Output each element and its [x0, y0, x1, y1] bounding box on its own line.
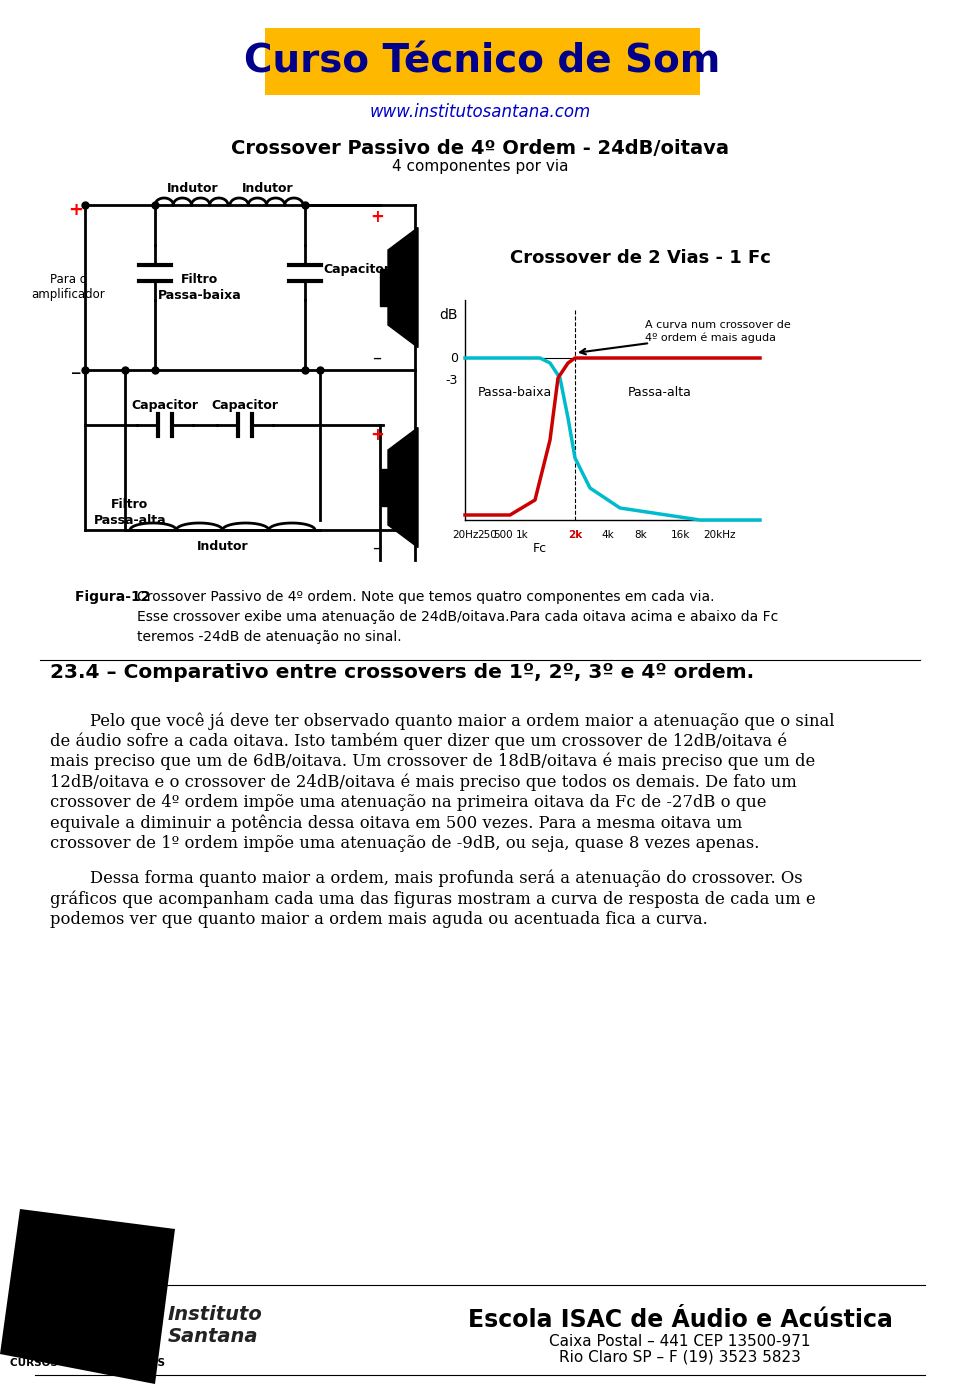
Text: Passa-baixa: Passa-baixa	[158, 289, 242, 302]
Text: Indutor: Indutor	[167, 183, 218, 195]
Text: amplificador: amplificador	[31, 288, 105, 300]
Text: podemos ver que quanto maior a ordem mais aguda ou acentuada fica a curva.: podemos ver que quanto maior a ordem mai…	[50, 911, 708, 927]
Text: 2k: 2k	[568, 530, 582, 540]
Text: 250: 250	[477, 530, 497, 540]
Text: Crossover Passivo de 4º Ordem - 24dB/oitava: Crossover Passivo de 4º Ordem - 24dB/oit…	[231, 138, 729, 158]
Text: +: +	[370, 426, 384, 444]
Text: –: –	[372, 538, 381, 556]
Text: mais preciso que um de 6dB/oitava. Um crossover de 18dB/oitava é mais preciso qu: mais preciso que um de 6dB/oitava. Um cr…	[50, 753, 815, 771]
Text: Indutor: Indutor	[242, 183, 294, 195]
Text: Crossover Passivo de 4º ordem. Note que temos quatro componentes em cada via.
Es: Crossover Passivo de 4º ordem. Note que …	[137, 590, 779, 644]
Text: 12dB/oitava e o crossover de 24dB/oitava é mais preciso que todos os demais. De : 12dB/oitava e o crossover de 24dB/oitava…	[50, 774, 797, 792]
Text: Para o: Para o	[50, 273, 86, 286]
Text: 4 componentes por via: 4 componentes por via	[392, 159, 568, 174]
Text: Crossover de 2 Vias - 1 Fc: Crossover de 2 Vias - 1 Fc	[510, 249, 771, 267]
Text: Figura-12: Figura-12	[75, 590, 156, 603]
Text: Passa-alta: Passa-alta	[628, 386, 692, 399]
Text: Passa-alta: Passa-alta	[94, 513, 166, 526]
Bar	[380, 268, 388, 306]
Text: www.institutosantana.com: www.institutosantana.com	[370, 102, 590, 120]
Text: Caixa Postal – 441 CEP 13500-971: Caixa Postal – 441 CEP 13500-971	[549, 1334, 811, 1348]
Text: 23.4 – Comparativo entre crossovers de 1º, 2º, 3º e 4º ordem.: 23.4 – Comparativo entre crossovers de 1…	[50, 663, 755, 681]
Text: s: s	[111, 1313, 149, 1376]
Text: Santana: Santana	[168, 1327, 258, 1347]
Text: 4º ordem é mais aguda: 4º ordem é mais aguda	[645, 332, 776, 343]
Text: Escola ISAC de Áudio e Acústica: Escola ISAC de Áudio e Acústica	[468, 1308, 893, 1331]
Text: dB: dB	[440, 309, 458, 322]
Text: Filtro: Filtro	[111, 498, 149, 512]
Polygon shape	[0, 1210, 175, 1384]
Text: Capacitor: Capacitor	[132, 399, 199, 411]
Text: Fc: Fc	[533, 541, 547, 555]
Text: Passa-baixa: Passa-baixa	[478, 386, 552, 399]
Text: 16k: 16k	[670, 530, 689, 540]
Text: Capacitor: Capacitor	[323, 263, 390, 277]
Text: 8k: 8k	[635, 530, 647, 540]
Ellipse shape	[76, 1300, 104, 1320]
Text: Pelo que você já deve ter observado quanto maior a ordem maior a atenuação que o: Pelo que você já deve ter observado quan…	[90, 711, 834, 729]
Text: 4k: 4k	[602, 530, 614, 540]
Text: +: +	[370, 208, 384, 226]
Text: Amostra: Amostra	[36, 39, 140, 137]
Text: de áudio sofre a cada oitava. Isto também quer dizer que um crossover de 12dB/oi: de áudio sofre a cada oitava. Isto també…	[50, 732, 787, 750]
Text: 20Hz: 20Hz	[452, 530, 478, 540]
Text: i: i	[78, 1312, 98, 1369]
Text: gráficos que acompanham cada uma das figuras mostram a curva de resposta de cada: gráficos que acompanham cada uma das fig…	[50, 890, 816, 908]
Polygon shape	[388, 428, 418, 548]
Text: Indutor: Indutor	[197, 540, 249, 552]
Text: Curso Técnico de Som: Curso Técnico de Som	[244, 43, 721, 80]
Text: crossover de 4º ordem impõe uma atenuação na primeira oitava da Fc de -27dB o qu: crossover de 4º ordem impõe uma atenuaçã…	[50, 794, 766, 811]
Text: Capacitor: Capacitor	[211, 399, 278, 411]
Text: –: –	[71, 363, 82, 383]
Text: Filtro: Filtro	[181, 273, 219, 286]
Text: Rio Claro SP – F (19) 3523 5823: Rio Claro SP – F (19) 3523 5823	[559, 1349, 801, 1365]
Text: 1k: 1k	[516, 530, 528, 540]
Text: +: +	[68, 201, 84, 219]
Text: -3: -3	[445, 374, 458, 386]
Text: 20kHz: 20kHz	[704, 530, 736, 540]
Text: Dessa forma quanto maior a ordem, mais profunda será a atenuação do crossover. O: Dessa forma quanto maior a ordem, mais p…	[90, 869, 803, 887]
Text: CURSOS E TREINAMENTOS: CURSOS E TREINAMENTOS	[11, 1358, 165, 1367]
FancyBboxPatch shape	[265, 28, 700, 95]
Text: crossover de 1º ordem impõe uma atenuação de -9dB, ou seja, quase 8 vezes apenas: crossover de 1º ordem impõe uma atenuaçã…	[50, 835, 759, 853]
Text: 0: 0	[450, 352, 458, 364]
Text: Instituto: Instituto	[168, 1305, 263, 1324]
Text: 500: 500	[493, 530, 513, 540]
Text: A curva num crossover de: A curva num crossover de	[645, 320, 791, 329]
Text: –: –	[372, 349, 381, 367]
Text: equivale a diminuir a potência dessa oitava em 500 vezes. Para a mesma oitava um: equivale a diminuir a potência dessa oit…	[50, 815, 742, 832]
Polygon shape	[388, 227, 418, 347]
Bar	[380, 469, 388, 507]
